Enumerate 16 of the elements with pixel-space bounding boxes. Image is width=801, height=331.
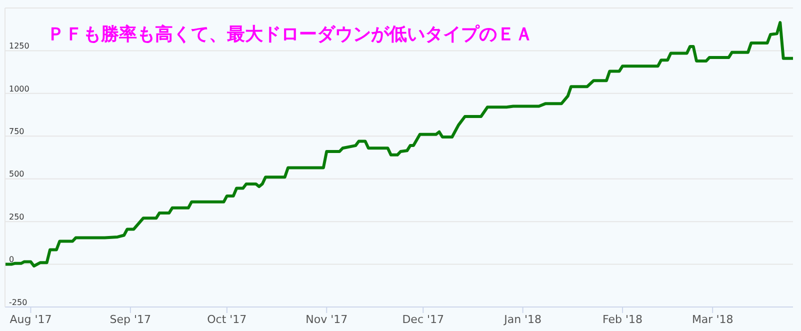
x-tick-label: Sep '17 xyxy=(110,312,152,326)
x-tick-label: Oct '17 xyxy=(207,312,247,326)
x-tick-label: Dec '17 xyxy=(402,312,444,326)
y-tick-label: -250 xyxy=(9,298,28,307)
y-tick-label: 1250 xyxy=(9,42,30,51)
y-tick-label: 1000 xyxy=(9,84,30,94)
y-tick-label: 500 xyxy=(9,170,24,179)
x-tick-label: Nov '17 xyxy=(306,312,348,326)
y-tick-label: 750 xyxy=(9,126,24,136)
text: ＰＦも勝率も高くて、最大ドローダウンが低いタイプのＥＡ xyxy=(47,23,533,46)
x-tick-label: Jan '18 xyxy=(503,312,542,326)
x-tick-label: Mar '18 xyxy=(692,312,734,326)
y-tick-label: 0 xyxy=(9,255,14,264)
y-tick-label: 250 xyxy=(9,212,24,222)
x-tick-label: Feb '18 xyxy=(602,312,643,326)
x-tick-label: Aug '17 xyxy=(10,312,52,326)
